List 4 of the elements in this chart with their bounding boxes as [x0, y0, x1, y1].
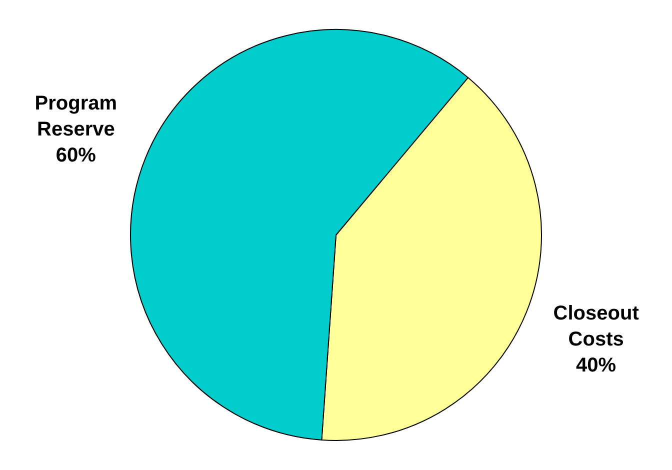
data-label: 40% — [576, 354, 616, 377]
data-label: 60% — [56, 144, 96, 166]
slice-label: Program Reserve — [34, 92, 118, 140]
slice-label: Closeout Costs — [553, 302, 640, 351]
